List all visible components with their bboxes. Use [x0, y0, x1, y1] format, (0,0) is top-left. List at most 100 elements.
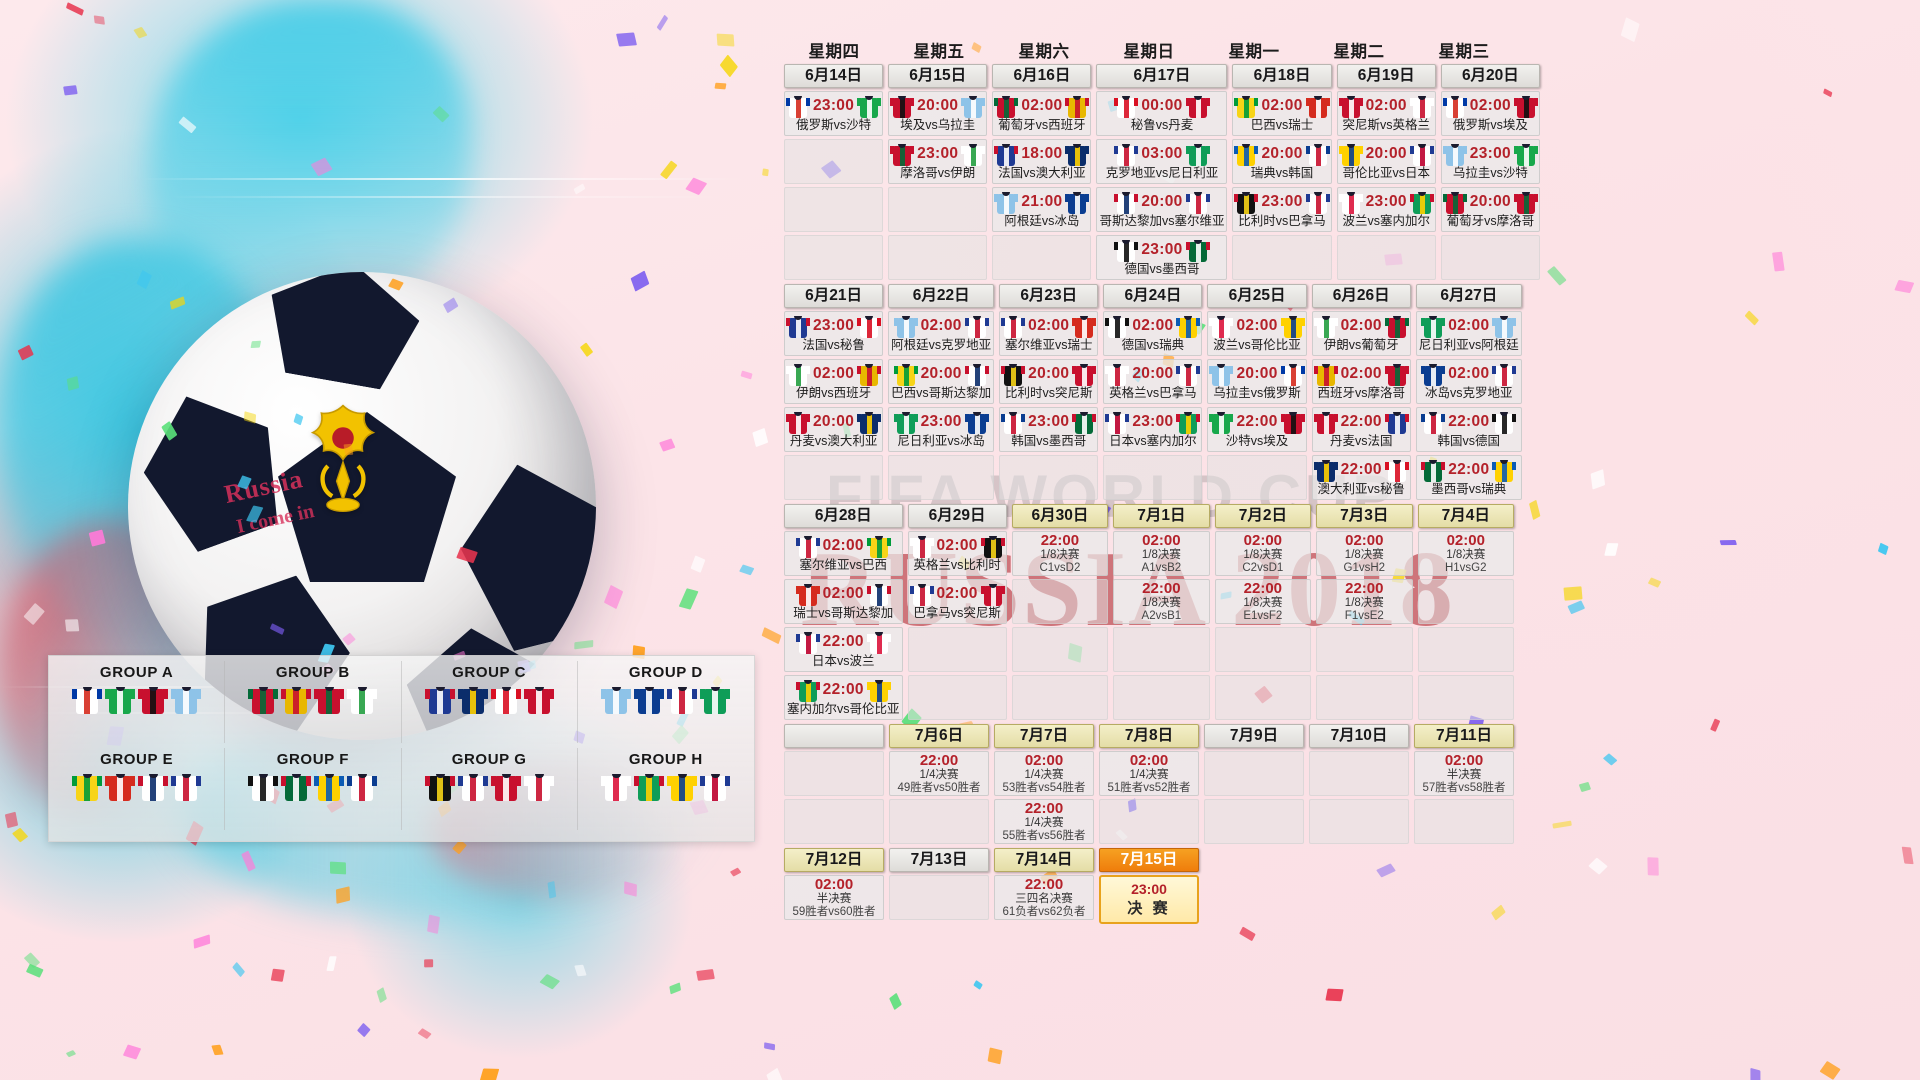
match-card[interactable]: 22:00 日本vs波兰	[784, 627, 903, 672]
match-card[interactable]: 02:00 塞尔维亚vs巴西	[784, 531, 903, 576]
match-card[interactable]: 02:00 英格兰vs比利时	[907, 531, 1007, 576]
match-card[interactable]: 02:00 1/8决赛 H1vsG2	[1417, 531, 1514, 576]
match-card[interactable]: 02:00 1/8决赛 C2vsD1	[1214, 531, 1312, 576]
match-card[interactable]: 22:00 丹麦vs法国	[1311, 407, 1411, 452]
match-card[interactable]: 02:00 1/8决赛 A1vsB2	[1113, 531, 1210, 576]
date-header-6月22日[interactable]: 6月22日	[888, 284, 995, 308]
match-card[interactable]: 20:00 丹麦vs澳大利亚	[784, 407, 884, 452]
date-header-6月26日[interactable]: 6月26日	[1311, 284, 1411, 308]
date-header-6月17日[interactable]: 6月17日	[1096, 64, 1228, 88]
match-card[interactable]: 23:00 摩洛哥vs伊朗	[888, 139, 988, 184]
match-card[interactable]: 20:00 英格兰vs巴拿马	[1103, 359, 1203, 404]
match-card[interactable]: 02:00 波兰vs哥伦比亚	[1207, 311, 1307, 356]
match-card[interactable]: 23:00 德国vs墨西哥	[1096, 235, 1228, 280]
match-card[interactable]: 20:00 葡萄牙vs摩洛哥	[1440, 187, 1540, 232]
match-card[interactable]: 22:00 沙特vs埃及	[1207, 407, 1307, 452]
date-header-7月12日[interactable]: 7月12日	[784, 848, 884, 872]
group-box-group-e[interactable]: GROUP E	[49, 748, 226, 830]
match-card[interactable]: 20:00 瑞典vs韩国	[1232, 139, 1332, 184]
match-card[interactable]: 02:00 半决赛 59胜者vs60胜者	[784, 875, 884, 920]
date-header-7月14日[interactable]: 7月14日	[994, 848, 1094, 872]
match-card[interactable]: 02:00 西班牙vs摩洛哥	[1311, 359, 1411, 404]
match-card[interactable]: 00:00 秘鲁vs丹麦	[1096, 91, 1228, 136]
match-card[interactable]: 02:00 1/4决赛 53胜者vs54胜者	[994, 751, 1094, 796]
date-header-7月1日[interactable]: 7月1日	[1113, 504, 1210, 528]
match-card[interactable]: 02:00 俄罗斯vs埃及	[1440, 91, 1540, 136]
match-card[interactable]: 02:00 阿根廷vs克罗地亚	[888, 311, 995, 356]
match-card[interactable]: 22:00 墨西哥vs瑞典	[1415, 455, 1522, 500]
date-header-7月3日[interactable]: 7月3日	[1316, 504, 1413, 528]
final-match-card[interactable]: 23:00 决 赛	[1099, 875, 1199, 924]
group-box-group-d[interactable]: GROUP D	[578, 661, 754, 743]
match-card[interactable]: 23:00 日本vs塞内加尔	[1103, 407, 1203, 452]
match-card[interactable]: 22:00 韩国vs德国	[1415, 407, 1522, 452]
match-card[interactable]: 23:00 比利时vs巴拿马	[1232, 187, 1332, 232]
match-card[interactable]: 02:00 伊朗vs葡萄牙	[1311, 311, 1411, 356]
group-box-group-a[interactable]: GROUP A	[49, 661, 226, 743]
date-header-6月19日[interactable]: 6月19日	[1336, 64, 1436, 88]
match-card[interactable]: 22:00 1/8决赛 C1vsD2	[1011, 531, 1109, 576]
group-box-group-c[interactable]: GROUP C	[402, 661, 578, 743]
match-card[interactable]: 02:00 瑞士vs哥斯达黎加	[784, 579, 903, 624]
match-card[interactable]: 20:00 乌拉圭vs俄罗斯	[1207, 359, 1307, 404]
date-header-6月14日[interactable]: 6月14日	[784, 64, 884, 88]
match-card[interactable]: 23:00 法国vs秘鲁	[784, 311, 884, 356]
date-header-6月23日[interactable]: 6月23日	[999, 284, 1099, 308]
match-card[interactable]: 02:00 巴拿马vs突尼斯	[907, 579, 1007, 624]
date-header-7月8日[interactable]: 7月8日	[1099, 724, 1199, 748]
match-card[interactable]: 20:00 巴西vs哥斯达黎加	[888, 359, 995, 404]
match-card[interactable]: 02:00 德国vs瑞典	[1103, 311, 1203, 356]
match-card[interactable]: 22:00 澳大利亚vs秘鲁	[1311, 455, 1411, 500]
match-card[interactable]: 20:00 哥伦比亚vs日本	[1336, 139, 1436, 184]
match-card[interactable]: 02:00 1/8决赛 G1vsH2	[1316, 531, 1413, 576]
match-card[interactable]: 23:00 尼日利亚vs冰岛	[888, 407, 995, 452]
match-card[interactable]: 20:00 比利时vs突尼斯	[999, 359, 1099, 404]
match-card[interactable]: 18:00 法国vs澳大利亚	[992, 139, 1092, 184]
date-header-6月24日[interactable]: 6月24日	[1103, 284, 1203, 308]
match-card[interactable]: 22:00 1/8决赛 E1vsF2	[1214, 579, 1312, 624]
match-card[interactable]: 02:00 冰岛vs克罗地亚	[1415, 359, 1522, 404]
date-header-6月25日[interactable]: 6月25日	[1207, 284, 1307, 308]
date-header-7月15日[interactable]: 7月15日	[1099, 848, 1199, 872]
date-header-6月29日[interactable]: 6月29日	[907, 504, 1007, 528]
match-card[interactable]: 23:00 乌拉圭vs沙特	[1440, 139, 1540, 184]
match-card[interactable]: 02:00 尼日利亚vs阿根廷	[1415, 311, 1522, 356]
group-box-group-g[interactable]: GROUP G	[402, 748, 578, 830]
date-header-6月27日[interactable]: 6月27日	[1415, 284, 1522, 308]
match-card[interactable]: 23:00 俄罗斯vs沙特	[784, 91, 884, 136]
date-header-7月4日[interactable]: 7月4日	[1417, 504, 1514, 528]
date-header-6月16日[interactable]: 6月16日	[992, 64, 1092, 88]
match-card[interactable]: 02:00 1/4决赛 51胜者vs52胜者	[1099, 751, 1199, 796]
match-card[interactable]: 02:00 半决赛 57胜者vs58胜者	[1414, 751, 1514, 796]
match-card[interactable]: 23:00 韩国vs墨西哥	[999, 407, 1099, 452]
match-card[interactable]: 21:00 阿根廷vs冰岛	[992, 187, 1092, 232]
match-card[interactable]: 02:00 巴西vs瑞士	[1232, 91, 1332, 136]
group-box-group-b[interactable]: GROUP B	[225, 661, 402, 743]
match-card[interactable]: 22:00 1/4决赛 55胜者vs56胜者	[994, 799, 1094, 844]
match-card[interactable]: 22:00 三四名决赛 61负者vs62负者	[994, 875, 1094, 920]
date-header-6月20日[interactable]: 6月20日	[1440, 64, 1540, 88]
match-card[interactable]: 23:00 波兰vs塞内加尔	[1336, 187, 1436, 232]
match-card[interactable]: 20:00 哥斯达黎加vs塞尔维亚	[1096, 187, 1228, 232]
date-header-6月30日[interactable]: 6月30日	[1011, 504, 1109, 528]
match-card[interactable]: 22:00 塞内加尔vs哥伦比亚	[784, 675, 903, 720]
group-box-group-h[interactable]: GROUP H	[578, 748, 754, 830]
match-card[interactable]: 20:00 埃及vs乌拉圭	[888, 91, 988, 136]
date-header-7月9日[interactable]: 7月9日	[1204, 724, 1304, 748]
match-card[interactable]: 22:00 1/8决赛 A2vsB1	[1113, 579, 1210, 624]
date-header-7月7日[interactable]: 7月7日	[994, 724, 1094, 748]
date-header-6月28日[interactable]: 6月28日	[784, 504, 903, 528]
match-card[interactable]: 02:00 塞尔维亚vs瑞士	[999, 311, 1099, 356]
date-header-blank[interactable]	[784, 724, 884, 748]
match-card[interactable]: 22:00 1/8决赛 F1vsE2	[1316, 579, 1413, 624]
date-header-7月13日[interactable]: 7月13日	[889, 848, 989, 872]
date-header-7月11日[interactable]: 7月11日	[1414, 724, 1514, 748]
date-header-7月6日[interactable]: 7月6日	[889, 724, 989, 748]
date-header-6月15日[interactable]: 6月15日	[888, 64, 988, 88]
date-header-7月10日[interactable]: 7月10日	[1309, 724, 1409, 748]
match-card[interactable]: 22:00 1/4决赛 49胜者vs50胜者	[889, 751, 989, 796]
date-header-6月21日[interactable]: 6月21日	[784, 284, 884, 308]
match-card[interactable]: 02:00 突尼斯vs英格兰	[1336, 91, 1436, 136]
match-card[interactable]: 02:00 伊朗vs西班牙	[784, 359, 884, 404]
group-box-group-f[interactable]: GROUP F	[225, 748, 402, 830]
